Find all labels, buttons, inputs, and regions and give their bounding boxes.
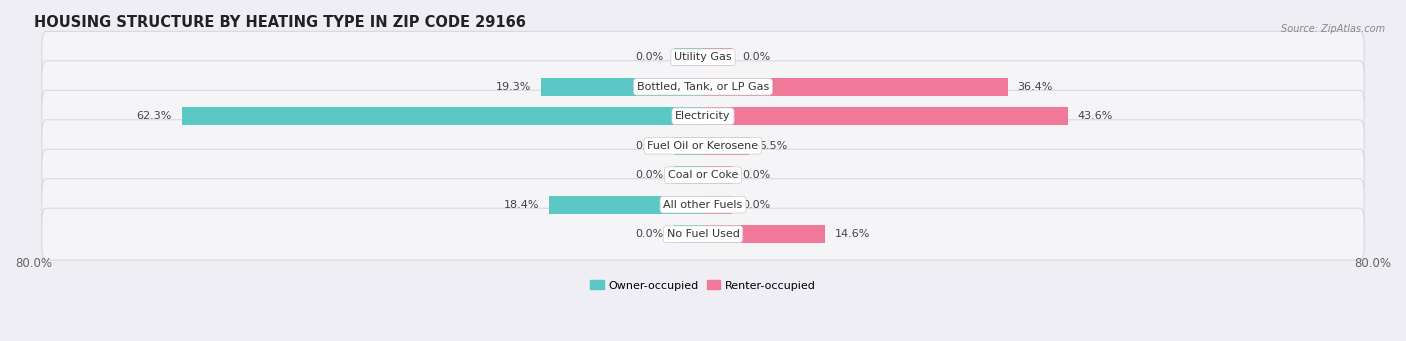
Text: 62.3%: 62.3% <box>136 111 172 121</box>
Bar <box>673 137 703 155</box>
Text: 36.4%: 36.4% <box>1018 82 1053 92</box>
Bar <box>703 225 825 243</box>
Legend: Owner-occupied, Renter-occupied: Owner-occupied, Renter-occupied <box>586 276 820 295</box>
Text: 0.0%: 0.0% <box>742 170 770 180</box>
Text: 18.4%: 18.4% <box>503 200 538 210</box>
FancyBboxPatch shape <box>42 208 1364 260</box>
Bar <box>703 137 749 155</box>
Bar <box>673 48 703 66</box>
Text: Fuel Oil or Kerosene: Fuel Oil or Kerosene <box>647 141 759 151</box>
Bar <box>548 195 703 214</box>
Text: Electricity: Electricity <box>675 111 731 121</box>
Text: All other Fuels: All other Fuels <box>664 200 742 210</box>
Bar <box>673 166 703 184</box>
Text: No Fuel Used: No Fuel Used <box>666 229 740 239</box>
Bar <box>703 107 1069 125</box>
Text: Bottled, Tank, or LP Gas: Bottled, Tank, or LP Gas <box>637 82 769 92</box>
Text: Coal or Coke: Coal or Coke <box>668 170 738 180</box>
FancyBboxPatch shape <box>42 120 1364 172</box>
FancyBboxPatch shape <box>42 149 1364 201</box>
Text: 43.6%: 43.6% <box>1078 111 1114 121</box>
Text: HOUSING STRUCTURE BY HEATING TYPE IN ZIP CODE 29166: HOUSING STRUCTURE BY HEATING TYPE IN ZIP… <box>34 15 526 30</box>
Bar <box>673 225 703 243</box>
FancyBboxPatch shape <box>42 31 1364 83</box>
Text: 0.0%: 0.0% <box>636 170 664 180</box>
Bar <box>703 48 733 66</box>
Text: Utility Gas: Utility Gas <box>675 52 731 62</box>
Bar <box>541 78 703 96</box>
FancyBboxPatch shape <box>42 61 1364 113</box>
Text: Source: ZipAtlas.com: Source: ZipAtlas.com <box>1281 24 1385 34</box>
Text: 0.0%: 0.0% <box>636 141 664 151</box>
Text: 0.0%: 0.0% <box>636 52 664 62</box>
Text: 0.0%: 0.0% <box>742 52 770 62</box>
Bar <box>703 78 1008 96</box>
FancyBboxPatch shape <box>42 179 1364 231</box>
FancyBboxPatch shape <box>42 90 1364 142</box>
Bar <box>703 195 733 214</box>
Text: 0.0%: 0.0% <box>742 200 770 210</box>
Text: 19.3%: 19.3% <box>496 82 531 92</box>
Text: 14.6%: 14.6% <box>835 229 870 239</box>
Bar <box>181 107 703 125</box>
Bar <box>703 166 733 184</box>
Text: 0.0%: 0.0% <box>636 229 664 239</box>
Text: 5.5%: 5.5% <box>759 141 787 151</box>
